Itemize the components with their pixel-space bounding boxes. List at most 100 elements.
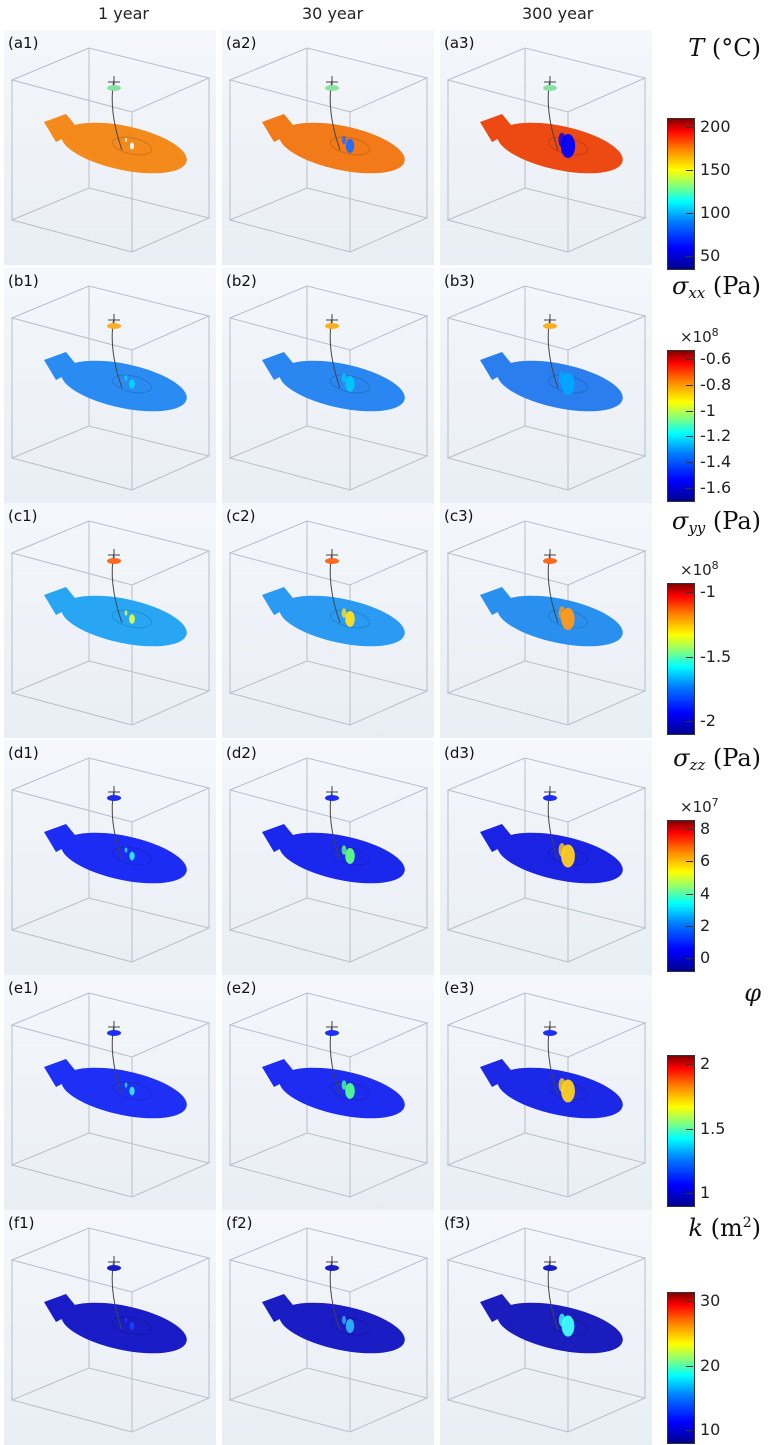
hotspot-core xyxy=(124,1082,128,1088)
panel-plot xyxy=(228,47,429,253)
colorbar-tick-label: -0.8 xyxy=(700,374,732,394)
wireframe-box xyxy=(446,992,647,1198)
panel-label: (f1) xyxy=(8,1214,35,1232)
wireframe-box xyxy=(228,992,429,1198)
colorbar-tick-mark xyxy=(686,721,693,722)
colorbar-tick-mark xyxy=(686,1193,693,1194)
colorbar-tick-label: -1.5 xyxy=(700,646,732,666)
figure-row: (f1) (f2) (f3) k (m2) 30 20 10 xyxy=(4,1210,769,1445)
hotspot-core xyxy=(558,371,566,385)
simulation-panel: (f3) xyxy=(440,1210,652,1445)
reservoir-disk xyxy=(279,1302,405,1354)
fault-block xyxy=(480,352,515,380)
colorbar-gradient xyxy=(667,1055,695,1207)
fault-block xyxy=(480,1294,515,1322)
caprock-disk xyxy=(107,1030,121,1036)
reservoir-disk xyxy=(279,122,405,174)
panel-plot xyxy=(228,757,429,963)
hotspot xyxy=(345,138,355,154)
hotspot xyxy=(345,611,355,627)
caprock-disk xyxy=(543,1030,557,1036)
panel-plot xyxy=(10,1227,211,1433)
simulation-panel: (b3) xyxy=(440,268,652,503)
reservoir-disk xyxy=(61,832,187,884)
fault-block xyxy=(480,824,515,852)
colorbar-tick-label: -1 xyxy=(700,582,716,601)
hotspot-core xyxy=(341,373,347,383)
quantity-label: T (°C) xyxy=(682,32,767,64)
panel-label: (d2) xyxy=(226,744,257,762)
panel-label: (a3) xyxy=(444,34,475,52)
caprock-disk xyxy=(325,1030,339,1036)
wireframe-box xyxy=(10,520,211,726)
caprock-disk xyxy=(107,1265,121,1271)
fault-block xyxy=(44,824,79,852)
colorbar-multiplier: ×108 xyxy=(680,326,719,346)
figure-row: (d1) (d2) (d3) σzz (Pa) ×107 8 6 4 2 0 xyxy=(4,740,769,975)
hotspot-core xyxy=(558,132,566,148)
quantity-label: k (m2) xyxy=(682,1212,767,1244)
multiplier-exponent: 8 xyxy=(711,326,719,339)
panel-label: (f3) xyxy=(444,1214,471,1232)
caprock-disk xyxy=(543,795,557,801)
reservoir-inner-ring xyxy=(329,1316,371,1336)
colorbar-tick-label: 8 xyxy=(700,819,711,838)
caprock-disk xyxy=(107,558,121,564)
hotspot-core xyxy=(341,1080,347,1090)
fault-block xyxy=(44,1059,79,1087)
colorbar-tick-label: 1 xyxy=(700,1183,711,1202)
quantity-subscript: xx xyxy=(688,284,706,302)
figure-row: (a1) (a2) (a3) T (°C) 200 150 100 50 xyxy=(4,30,769,270)
quantity-subscript: zz xyxy=(689,756,706,774)
colorbar-tick-mark xyxy=(686,359,693,360)
colorbar-tick-label: 10 xyxy=(700,1420,721,1439)
panel-plot xyxy=(10,992,211,1198)
wireframe-box xyxy=(10,285,211,491)
colorbar-gradient xyxy=(667,583,695,735)
colorbar-tick-label: 6 xyxy=(700,851,711,871)
wireframe-box xyxy=(446,757,647,963)
reservoir-disk xyxy=(497,1067,623,1119)
colorbar-tick-mark xyxy=(686,213,693,214)
hotspot-core xyxy=(341,845,347,855)
quantity-label: σyy (Pa) xyxy=(665,505,767,539)
caprock-disk xyxy=(543,323,557,329)
caprock-disk xyxy=(325,85,339,91)
panel-label: (d3) xyxy=(444,744,475,762)
caprock-disk xyxy=(107,85,121,91)
colorbar-tick-label: -2 xyxy=(700,711,716,730)
colorbar-tick-label: 0 xyxy=(700,948,711,967)
quantity-label: σxx (Pa) xyxy=(665,270,767,304)
colorbar-tick-mark xyxy=(686,436,693,438)
colorbar-gradient xyxy=(667,820,695,972)
wireframe-box xyxy=(228,757,429,963)
panel-plot xyxy=(10,520,211,726)
reservoir-disk xyxy=(497,595,623,647)
colorbar-tick-label: 100 xyxy=(700,203,731,222)
simulation-panel: (c1) xyxy=(4,503,216,738)
colorbar-tick-mark xyxy=(686,384,693,386)
column-header-2: 30 year xyxy=(302,4,364,23)
caprock-disk xyxy=(325,795,339,801)
colorbar-tick-label: 30 xyxy=(700,1291,721,1310)
colorbar-tick-mark xyxy=(686,127,693,128)
multiplier-base: ×10 xyxy=(680,328,712,346)
wireframe-box xyxy=(228,1227,429,1433)
column-header-3: 300 year xyxy=(522,4,594,23)
colorbar-tick-mark xyxy=(686,170,693,171)
multiplier-base: ×10 xyxy=(680,798,712,816)
panel-label: (a2) xyxy=(226,34,257,52)
reservoir-inner-ring xyxy=(111,374,153,394)
caprock-disk xyxy=(107,323,121,329)
hotspot xyxy=(129,379,135,389)
panel-plot xyxy=(446,1227,647,1433)
panel-plot xyxy=(446,47,647,253)
hotspot xyxy=(129,142,135,150)
colorbar-multiplier: ×107 xyxy=(680,796,719,816)
reservoir-disk xyxy=(279,595,405,647)
hotspot-core xyxy=(124,375,128,381)
hotspot-core xyxy=(124,1317,128,1323)
simulation-panel: (a1) xyxy=(4,30,216,265)
panel-label: (c3) xyxy=(444,507,474,525)
colorbar-tick-label: -0.6 xyxy=(700,349,732,368)
